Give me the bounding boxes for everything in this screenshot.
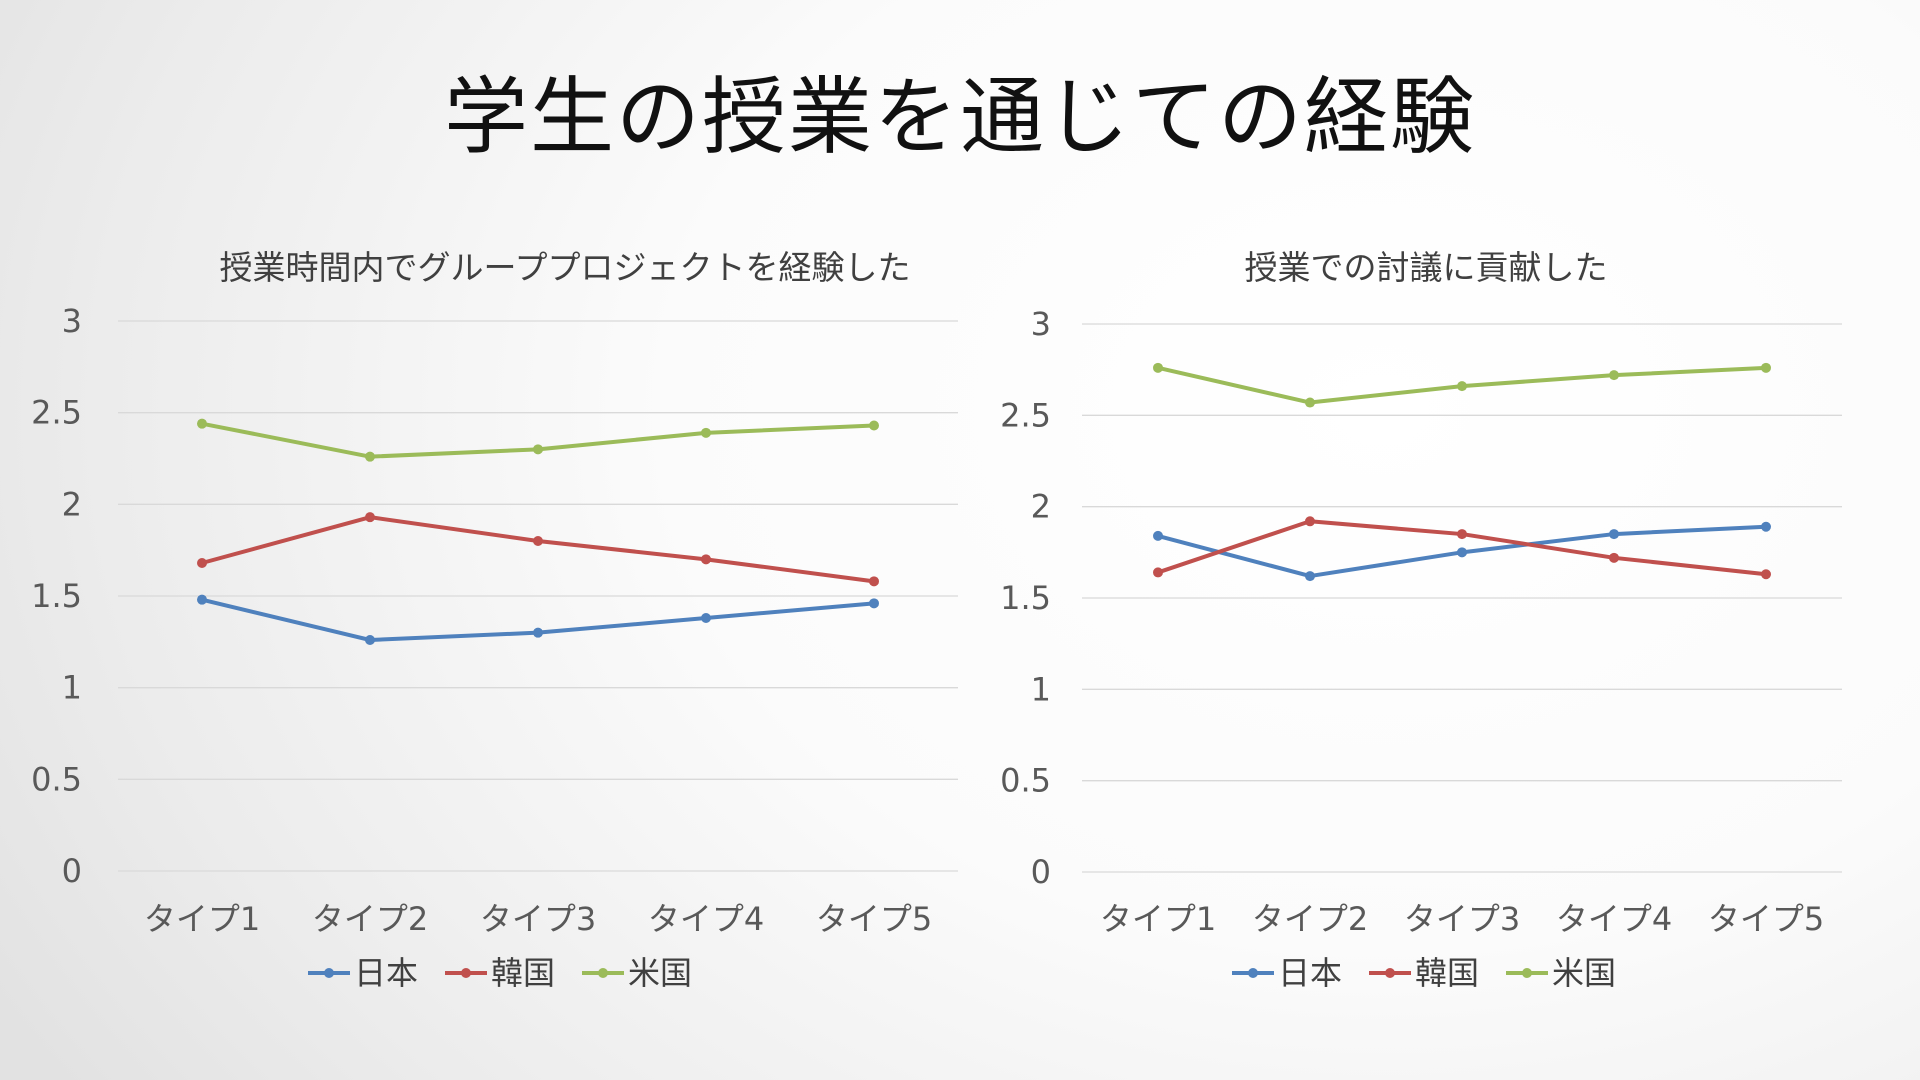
legend-label: 米国	[1552, 954, 1616, 992]
x-axis: タイプ1 タイプ2 タイプ3 タイプ4 タイプ5	[1100, 900, 1824, 938]
legend-item-korea: 韓国	[445, 954, 555, 992]
data-point-usa	[1761, 362, 1771, 373]
data-point-japan	[197, 594, 207, 605]
y-tick-label: 0	[1031, 853, 1051, 891]
series-japan	[197, 594, 879, 645]
x-tick-label: タイプ5	[816, 900, 932, 938]
legend-item-japan: 日本	[308, 954, 418, 992]
y-tick-label: 0.5	[1000, 762, 1051, 800]
y-tick-label: 1	[62, 669, 82, 707]
y-tick-label: 1.5	[1000, 579, 1051, 617]
y-tick-label: 2.5	[1000, 396, 1051, 434]
y-tick-label: 2	[62, 485, 82, 523]
data-point-korea	[1153, 567, 1163, 578]
legend-item-usa: 米国	[1506, 954, 1616, 992]
data-point-japan	[533, 627, 543, 638]
series-usa	[1153, 362, 1771, 408]
legend-marker	[1248, 968, 1258, 978]
data-point-korea	[1761, 569, 1771, 580]
x-axis: タイプ1 タイプ2 タイプ3 タイプ4 タイプ5	[144, 900, 932, 938]
chart-discussion: 授業での討議に貢献した 0 0.5 1 1.5 2 2.5 3 タイプ1 タイプ2 タイプ3 タイプ4…	[1000, 248, 1842, 992]
data-point-japan	[1761, 521, 1771, 532]
data-point-japan	[365, 635, 375, 645]
data-point-usa	[1305, 397, 1315, 408]
data-point-korea	[701, 554, 711, 565]
data-point-japan	[1153, 530, 1163, 541]
data-point-korea	[533, 536, 543, 546]
data-point-japan	[1457, 547, 1467, 558]
y-tick-label: 0.5	[31, 760, 82, 798]
legend: 日本 韓国 米国	[1232, 954, 1616, 992]
series-korea	[1153, 516, 1771, 580]
x-tick-label: タイプ1	[1100, 900, 1216, 938]
data-point-usa	[1609, 370, 1619, 381]
data-point-usa	[701, 427, 711, 438]
legend-marker	[1522, 968, 1532, 978]
chart-title: 授業時間内でグループプロジェクトを経験した	[219, 248, 910, 287]
legend-label: 韓国	[1415, 954, 1479, 992]
legend-marker	[461, 968, 471, 978]
data-point-korea	[365, 512, 375, 523]
series-usa	[197, 418, 879, 462]
legend-item-usa: 米国	[582, 954, 692, 992]
x-tick-label: タイプ4	[1556, 900, 1672, 938]
legend-item-japan: 日本	[1232, 954, 1342, 992]
legend-marker	[598, 968, 608, 978]
data-point-korea	[1305, 516, 1315, 527]
data-point-usa	[365, 451, 375, 462]
data-point-korea	[197, 558, 207, 568]
gridlines	[118, 320, 958, 872]
data-point-japan	[1305, 571, 1315, 582]
y-axis: 0 0.5 1 1.5 2 2.5 3	[31, 302, 82, 890]
y-tick-label: 1	[1031, 670, 1051, 708]
y-tick-label: 1.5	[31, 577, 82, 615]
y-axis: 0 0.5 1 1.5 2 2.5 3	[1000, 305, 1051, 891]
y-tick-label: 2.5	[31, 394, 82, 432]
x-tick-label: タイプ3	[480, 900, 596, 938]
legend-label: 日本	[1278, 954, 1342, 992]
chart-title: 授業での討議に貢献した	[1245, 248, 1608, 287]
data-point-usa	[197, 418, 207, 429]
x-tick-label: タイプ1	[144, 900, 260, 938]
x-tick-label: タイプ3	[1404, 900, 1520, 938]
y-tick-label: 0	[62, 852, 82, 890]
data-point-korea	[1609, 552, 1619, 563]
legend-label: 日本	[354, 954, 418, 992]
gridlines	[1082, 323, 1842, 873]
legend: 日本 韓国 米国	[308, 954, 692, 992]
x-tick-label: タイプ2	[1252, 900, 1368, 938]
data-point-usa	[869, 420, 879, 431]
x-tick-label: タイプ4	[648, 900, 764, 938]
legend-label: 米国	[628, 954, 692, 992]
series-japan	[1153, 521, 1771, 582]
series-line-korea	[200, 515, 876, 584]
x-tick-label: タイプ2	[312, 900, 428, 938]
series-korea	[197, 512, 879, 587]
x-tick-label: タイプ5	[1708, 900, 1824, 938]
data-point-korea	[869, 576, 879, 587]
data-point-japan	[701, 613, 711, 623]
y-tick-label: 3	[62, 302, 82, 340]
y-tick-label: 3	[1031, 305, 1051, 343]
y-tick-label: 2	[1031, 488, 1051, 526]
data-point-usa	[1153, 362, 1163, 373]
legend-label: 韓国	[491, 954, 555, 992]
legend-marker	[324, 968, 334, 978]
data-point-japan	[869, 598, 879, 609]
data-point-usa	[533, 444, 543, 455]
slide-title: 学生の授業を通じての経験	[443, 68, 1476, 166]
data-point-japan	[1609, 529, 1619, 540]
legend-marker	[1385, 968, 1395, 978]
data-point-korea	[1457, 529, 1467, 540]
legend-item-korea: 韓国	[1369, 954, 1479, 992]
data-point-usa	[1457, 381, 1467, 392]
